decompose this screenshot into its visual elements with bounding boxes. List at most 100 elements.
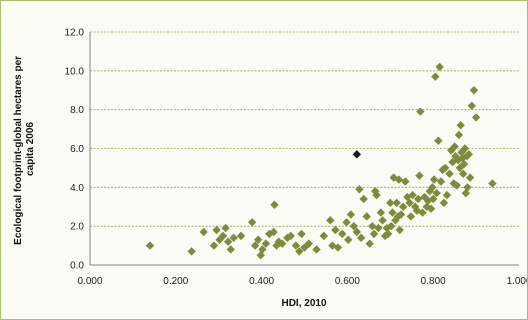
data-point <box>286 231 295 241</box>
x-tick-label: 0.400 <box>249 276 274 287</box>
y-tick-label: 10.0 <box>65 66 85 77</box>
data-point <box>396 210 406 219</box>
data-point <box>344 235 353 244</box>
data-point <box>362 212 371 221</box>
data-point <box>463 183 472 192</box>
data-point <box>441 163 450 173</box>
data-point <box>442 190 452 200</box>
y-axis-title-line-1: Ecological footprint-global hectares per <box>13 56 24 245</box>
data-point <box>297 229 306 239</box>
data-point <box>226 245 235 254</box>
data-point <box>378 216 387 225</box>
data-point <box>319 231 329 241</box>
data-point <box>258 245 267 254</box>
data-point <box>428 183 437 192</box>
y-axis-title-line-2: capita 2006 <box>25 122 36 176</box>
data-point <box>465 173 475 182</box>
x-tick-label: 0.000 <box>77 276 102 287</box>
data-point <box>369 229 379 239</box>
y-axis-title: Ecological footprint-global hectares per… <box>13 53 36 245</box>
data-point <box>333 243 343 252</box>
y-tick-label: 2.0 <box>70 222 84 233</box>
data-point <box>374 223 383 233</box>
data-point <box>338 229 347 239</box>
data-point <box>331 225 340 235</box>
data-point <box>467 101 477 110</box>
data-point <box>383 229 393 239</box>
data-point <box>229 233 238 243</box>
data-point <box>355 185 364 194</box>
data-point <box>445 169 454 178</box>
data-point <box>464 150 474 159</box>
data-point <box>429 175 439 184</box>
data-point <box>389 173 398 182</box>
data-point <box>221 223 230 233</box>
data-point <box>145 241 155 250</box>
data-point <box>376 208 386 217</box>
data-point <box>270 200 279 210</box>
data-point <box>250 241 260 250</box>
data-point <box>439 198 449 208</box>
data-point <box>456 121 465 130</box>
data-point <box>295 247 304 256</box>
data-point <box>187 247 196 256</box>
data-point <box>454 130 464 140</box>
data-point <box>450 142 459 151</box>
y-tick-label: 12.0 <box>65 28 85 39</box>
data-point <box>415 171 424 180</box>
data-point <box>401 177 410 186</box>
data-points <box>145 62 497 260</box>
data-point <box>352 227 362 237</box>
data-point <box>365 239 374 248</box>
data-point <box>269 227 278 237</box>
x-tick-label: 0.600 <box>335 276 360 287</box>
data-point <box>398 202 408 211</box>
x-tick-label: 1.000 <box>506 276 527 287</box>
data-point <box>223 237 233 246</box>
data-point <box>459 159 469 169</box>
data-point <box>429 194 438 204</box>
data-point <box>460 144 470 153</box>
data-point <box>349 221 359 231</box>
data-point <box>386 198 395 208</box>
data-point <box>326 216 335 225</box>
data-point <box>394 175 404 184</box>
data-point <box>406 212 416 221</box>
data-point <box>416 107 425 116</box>
data-point <box>388 208 397 217</box>
data-point <box>452 181 461 190</box>
data-point <box>395 225 404 235</box>
x-axis-title: HDI, 2010 <box>281 298 326 309</box>
data-point <box>436 177 446 186</box>
x-tick-label: 0.800 <box>421 276 446 287</box>
data-point <box>209 241 219 250</box>
data-point <box>261 239 271 248</box>
data-point <box>426 204 436 213</box>
data-point <box>291 241 301 250</box>
y-tick-label: 6.0 <box>70 144 84 155</box>
data-point <box>488 179 497 188</box>
data-point <box>277 239 287 248</box>
data-point <box>386 221 396 231</box>
data-point <box>392 198 401 208</box>
data-point <box>432 188 441 198</box>
data-point <box>218 231 228 241</box>
data-point <box>408 190 417 200</box>
data-point <box>212 225 221 235</box>
data-point <box>459 169 468 178</box>
gridlines <box>90 31 519 227</box>
data-point <box>356 233 366 243</box>
data-point <box>413 194 423 204</box>
y-tick-labels: 0.0 2.0 4.0 6.0 8.0 10.0 12.0 <box>65 28 85 272</box>
axes <box>89 32 519 266</box>
data-point <box>469 86 479 95</box>
data-point <box>236 231 246 241</box>
data-point <box>471 113 481 122</box>
data-point <box>434 136 443 145</box>
y-tick-label: 4.0 <box>70 183 84 194</box>
highlighted-data-point <box>352 150 362 159</box>
data-point <box>346 210 356 219</box>
x-tick-label: 0.200 <box>163 276 188 287</box>
y-tick-label: 0.0 <box>70 261 84 272</box>
